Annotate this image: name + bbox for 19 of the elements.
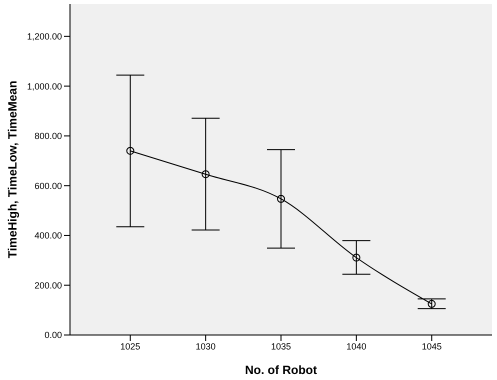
x-tick-label: 1025 — [120, 341, 140, 352]
x-tick-label: 1035 — [270, 341, 292, 352]
y-tick-label: 1,000.00 — [26, 81, 62, 92]
point — [202, 170, 210, 178]
y-tick-label: 600.00 — [34, 180, 62, 191]
point — [126, 146, 134, 155]
x-tick-label: 1040 — [346, 341, 366, 352]
x-tick-label: 1030 — [196, 341, 216, 352]
point — [428, 300, 436, 308]
y-tick-label: 400.00 — [34, 230, 62, 241]
x-axis-title: No. of Robot — [245, 363, 317, 377]
y-tick-label: 1,200.00 — [26, 32, 62, 42]
y-tick-label: 0.00 — [44, 330, 62, 340]
x-tick-label: 1045 — [422, 341, 442, 352]
y-tick-label: 800.00 — [34, 131, 62, 142]
y-tick-label: 200.00 — [34, 280, 62, 290]
point — [277, 194, 285, 203]
point — [352, 254, 360, 262]
y-axis-title: TimeHigh, TimeLow, TimeMean — [5, 80, 20, 258]
